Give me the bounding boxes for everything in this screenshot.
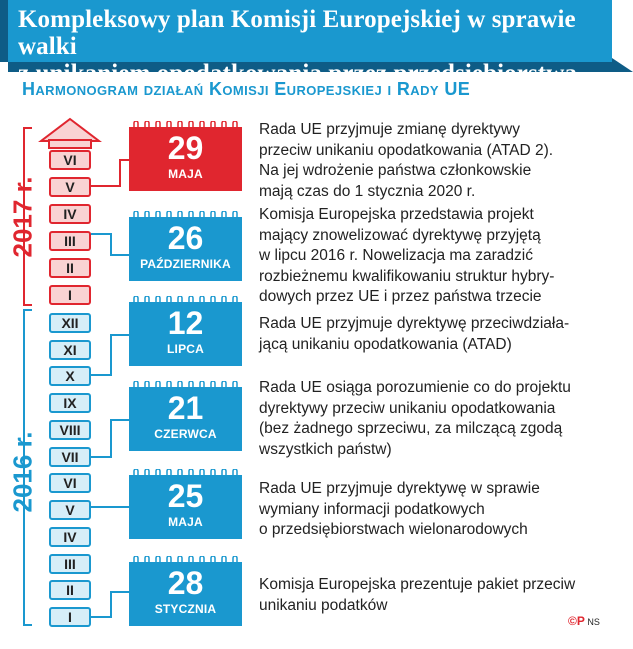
event-text-21-czerwca: Rada UE osiąga porozumienie co do projek… [259, 378, 589, 460]
month-2016-ii: II [49, 580, 91, 600]
event-line: rozbieżnemu kwalifikowaniu struktur hybr… [259, 267, 555, 285]
publisher-logo: ©P [568, 614, 585, 628]
event-line: dowych przez UE i przez państwa trzecie [259, 288, 542, 305]
month-2017-iv: IV [49, 204, 91, 224]
month-2016-xi: XI [49, 340, 91, 360]
calendar-rings-icon [133, 469, 238, 479]
event-text-25-maja: Rada UE przyjmuje dyrektywę w sprawie wy… [259, 479, 589, 541]
month-2017-i: I [49, 285, 91, 305]
month-2017-vi: VI [49, 150, 91, 170]
card-month: CZERWCA [154, 427, 217, 441]
event-line: Komisja Europejska prezentuje pakiet prz… [259, 576, 576, 593]
connector-28-stycznia [91, 591, 129, 618]
month-2017-ii: II [49, 258, 91, 278]
event-line: dyrektywy przeciw unikaniu opodatkowania [259, 399, 556, 417]
calendar-card-26-pazdziernika: 26 PAŹDZIERNIKA [129, 211, 242, 281]
month-2016-x: X [49, 366, 91, 386]
card-day: 12 [167, 305, 204, 341]
month-2016-iii: III [49, 554, 91, 574]
connector-12-lipca [91, 334, 129, 376]
card-month: MAJA [168, 515, 203, 529]
title-line-2: z unikaniem opodatkowania przez przedsię… [18, 60, 577, 87]
card-month: PAŹDZIERNIKA [140, 257, 231, 271]
bracket-2017 [23, 127, 32, 306]
event-line: o przedsiębiorstwach wielonarodowych [259, 521, 528, 538]
card-day: 29 [167, 130, 204, 166]
calendar-card-25-maja: 25 MAJA [129, 469, 242, 539]
calendar-card-21-czerwca: 21 CZERWCA [129, 381, 242, 451]
author-initials: NS [587, 617, 600, 627]
event-text-12-lipca: Rada UE przyjmuje dyrektywę przeciwdział… [259, 314, 589, 355]
card-day: 21 [167, 390, 204, 426]
event-line: mają czas do 1 stycznia 2020 r. [259, 182, 476, 200]
event-line: w lipcu 2016 r. Nowelizacja ma zaradzić [259, 247, 533, 264]
connector-29-maja [91, 159, 129, 187]
event-text-28-stycznia: Komisja Europejska prezentuje pakiet prz… [259, 575, 589, 616]
month-2016-i: I [49, 607, 91, 627]
header-background [0, 0, 633, 72]
event-line: przeciw unikaniu opodatkowania (ATAD 2). [259, 141, 554, 159]
event-text-29-maja: Rada UE przyjmuje zmianę dyrektywy przec… [259, 120, 589, 202]
month-2016-viii: VIII [49, 420, 91, 440]
card-day: 25 [167, 478, 204, 514]
calendar-card-29-maja: 29 MAJA [129, 121, 242, 191]
card-month: MAJA [168, 167, 203, 181]
event-line: Na jej wdrożenie państwa członkowskie [259, 162, 532, 179]
card-month: LIPCA [167, 342, 204, 356]
connector-26-pazdziernika [91, 233, 129, 256]
event-line: Rada UE przyjmuje zmianę dyrektywy [259, 121, 521, 138]
month-2016-xii: XII [49, 313, 91, 333]
connector-21-czerwca [91, 419, 129, 458]
year-label-2016: 2016 r. [7, 431, 38, 513]
event-line: (bez żadnego sprzeciwu, za milczącą zgod… [259, 420, 563, 437]
bracket-2016 [23, 309, 32, 626]
month-2017-v: V [49, 177, 91, 197]
card-day: 26 [167, 220, 204, 256]
month-2016-vii: VII [49, 447, 91, 467]
calendar-card-12-lipca: 12 LIPCA [129, 296, 242, 366]
event-line: Komisja Europejska przedstawia projekt [259, 206, 534, 223]
month-2017-iii: III [49, 231, 91, 251]
month-2016-ix: IX [49, 393, 91, 413]
card-day: 28 [167, 565, 204, 601]
credit: ©P NS [568, 614, 600, 628]
month-2016-iv: IV [49, 527, 91, 547]
event-line: wszystkich państw) [259, 440, 392, 458]
event-line: wymiany informacji podatkowych [259, 500, 485, 518]
month-2016-v: V [49, 500, 91, 520]
event-text-26-pazdziernika: Komisja Europejska przedstawia projekt m… [259, 205, 589, 308]
event-line: mający znowelizować dyrektywę przyjętą [259, 226, 541, 244]
year-label-2017: 2017 r. [7, 176, 38, 258]
up-arrow-icon [38, 117, 102, 142]
page-title: Kompleksowy plan Komisji Europejskiej w … [18, 6, 618, 87]
event-line: jącą unikaniu opodatkowania (ATAD) [259, 335, 512, 353]
month-2016-vi: VI [49, 473, 91, 493]
header-banner: Kompleksowy plan Komisji Europejskiej w … [0, 0, 633, 87]
event-line: Rada UE przyjmuje dyrektywę w sprawie [259, 480, 540, 497]
page-subtitle: Harmonogram działań Komisji Europejskiej… [22, 79, 471, 99]
event-line: Rada UE osiąga porozumienie co do projek… [259, 379, 571, 396]
title-line-1: Kompleksowy plan Komisji Europejskiej w … [18, 6, 576, 60]
event-line: Rada UE przyjmuje dyrektywę przeciwdział… [259, 315, 570, 332]
event-line: unikaniu podatków [259, 596, 388, 614]
card-month: STYCZNIA [154, 602, 217, 616]
calendar-card-28-stycznia: 28 STYCZNIA [129, 556, 242, 626]
